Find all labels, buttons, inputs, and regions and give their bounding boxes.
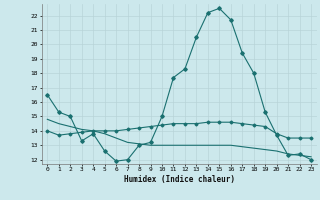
X-axis label: Humidex (Indice chaleur): Humidex (Indice chaleur) <box>124 175 235 184</box>
